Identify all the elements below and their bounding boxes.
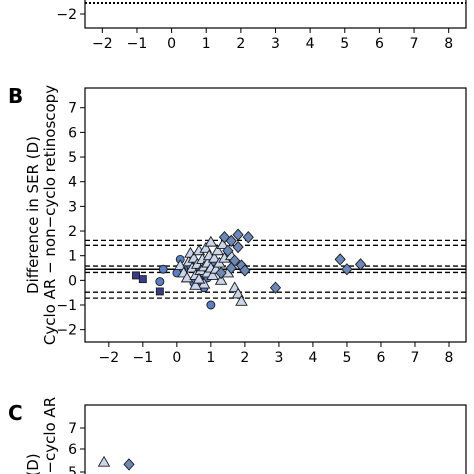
panel-c-letter: C	[8, 401, 23, 425]
data-point-diamond	[225, 261, 237, 275]
x-tick-label: 5	[340, 36, 349, 52]
x-tick-label: 2	[236, 36, 245, 52]
plot-frame	[84, 87, 467, 343]
y-tick-label: −1	[56, 298, 77, 314]
data-point-triangle	[97, 455, 111, 467]
data-point-diamond	[222, 244, 234, 257]
data-point-diamond	[269, 281, 282, 294]
y-tick-label: 6	[68, 442, 77, 458]
data-point-diamond	[239, 264, 251, 277]
y-tick-label: 5	[68, 465, 77, 474]
data-point-triangle	[189, 278, 202, 290]
data-point-diamond	[225, 234, 237, 248]
y-tick-label: 2	[68, 224, 77, 240]
x-tick-label: 7	[410, 36, 419, 52]
y-axis-title-line: n−cyclo AR	[41, 397, 59, 474]
x-tick-label: 6	[375, 36, 384, 52]
y-tick-label: 0	[68, 273, 77, 289]
data-point-diamond	[123, 458, 135, 471]
y-tick-label: 5	[68, 150, 77, 166]
panel-a: −2 −2 −1 0 1 2 3 4 5 6 7 8	[56, 0, 467, 52]
x-tick-label: 3	[274, 350, 283, 366]
x-tick-label: 5	[342, 350, 351, 366]
x-tick-label: 6	[376, 350, 385, 366]
x-tick-label: 0	[172, 350, 181, 366]
data-point-diamond	[242, 231, 254, 244]
data-point-diamond	[341, 263, 353, 276]
data-point-triangle	[235, 294, 248, 306]
data-point-square	[155, 287, 164, 296]
y-tick-label: 6	[68, 125, 77, 141]
data-point-square	[138, 275, 147, 284]
data-point-triangle	[192, 272, 206, 284]
y-tick-label: 1	[68, 249, 77, 265]
data-point-square	[132, 271, 140, 280]
data-point-diamond	[232, 228, 244, 241]
data-point-diamond	[354, 258, 367, 271]
x-tick-label: −1	[127, 36, 148, 52]
y-tick-label: 7	[68, 101, 77, 117]
x-tick-label: 0	[167, 36, 176, 52]
x-tick-label: −2	[92, 36, 113, 52]
data-point-triangle	[216, 238, 230, 250]
data-point-diamond	[232, 240, 244, 254]
x-tick-label: 8	[445, 350, 454, 366]
x-tick-label: 4	[308, 350, 317, 366]
plot-frame	[84, 404, 467, 474]
x-tick-label: −1	[133, 350, 154, 366]
x-tick-label: 3	[271, 36, 280, 52]
data-point-triangle	[173, 259, 187, 271]
panel-b: −2 −1 0 1 2 3 4 5 6 7 −2 −1 0 1 2 3 4 5 6 7 8 Difference in S…	[24, 85, 467, 366]
x-tick-label: 1	[206, 350, 215, 366]
y-axis-title-line: (D)	[24, 453, 42, 474]
y-axis-title-line: Cyclo AR − non−cyclo retinoscopy	[41, 85, 59, 345]
data-point-triangle	[207, 251, 221, 263]
x-tick-label: 8	[444, 36, 453, 52]
data-point-diamond	[215, 266, 227, 280]
data-point-triangle	[211, 244, 224, 256]
x-tick-label: 1	[202, 36, 211, 52]
data-point-circle	[158, 264, 168, 274]
panel-c: 5 6 7 (D) n−cyclo AR	[24, 397, 467, 474]
x-tick-label: −2	[98, 350, 119, 366]
x-tick-label: 7	[411, 350, 420, 366]
y-tick-label: −2	[56, 323, 77, 339]
panel-b-letter: B	[8, 84, 23, 108]
data-point-diamond	[334, 253, 346, 266]
data-point-circle	[206, 300, 216, 310]
data-point-triangle	[204, 235, 218, 247]
y-tick-label: 7	[68, 421, 77, 437]
x-tick-label: 2	[240, 350, 249, 366]
data-point-triangle	[206, 269, 219, 280]
data-point-triangle	[199, 241, 213, 253]
y-tick-label: 3	[68, 199, 77, 215]
data-point-triangle	[231, 287, 245, 299]
x-tick-label: 4	[306, 36, 315, 52]
y-tick-label: 4	[68, 175, 77, 191]
data-point-triangle	[214, 273, 228, 285]
plot-frame	[84, 0, 467, 29]
y-tick-label: −2	[56, 7, 77, 23]
y-axis-title-line: Difference in SER (D)	[24, 136, 42, 294]
data-point-circle	[155, 277, 165, 287]
